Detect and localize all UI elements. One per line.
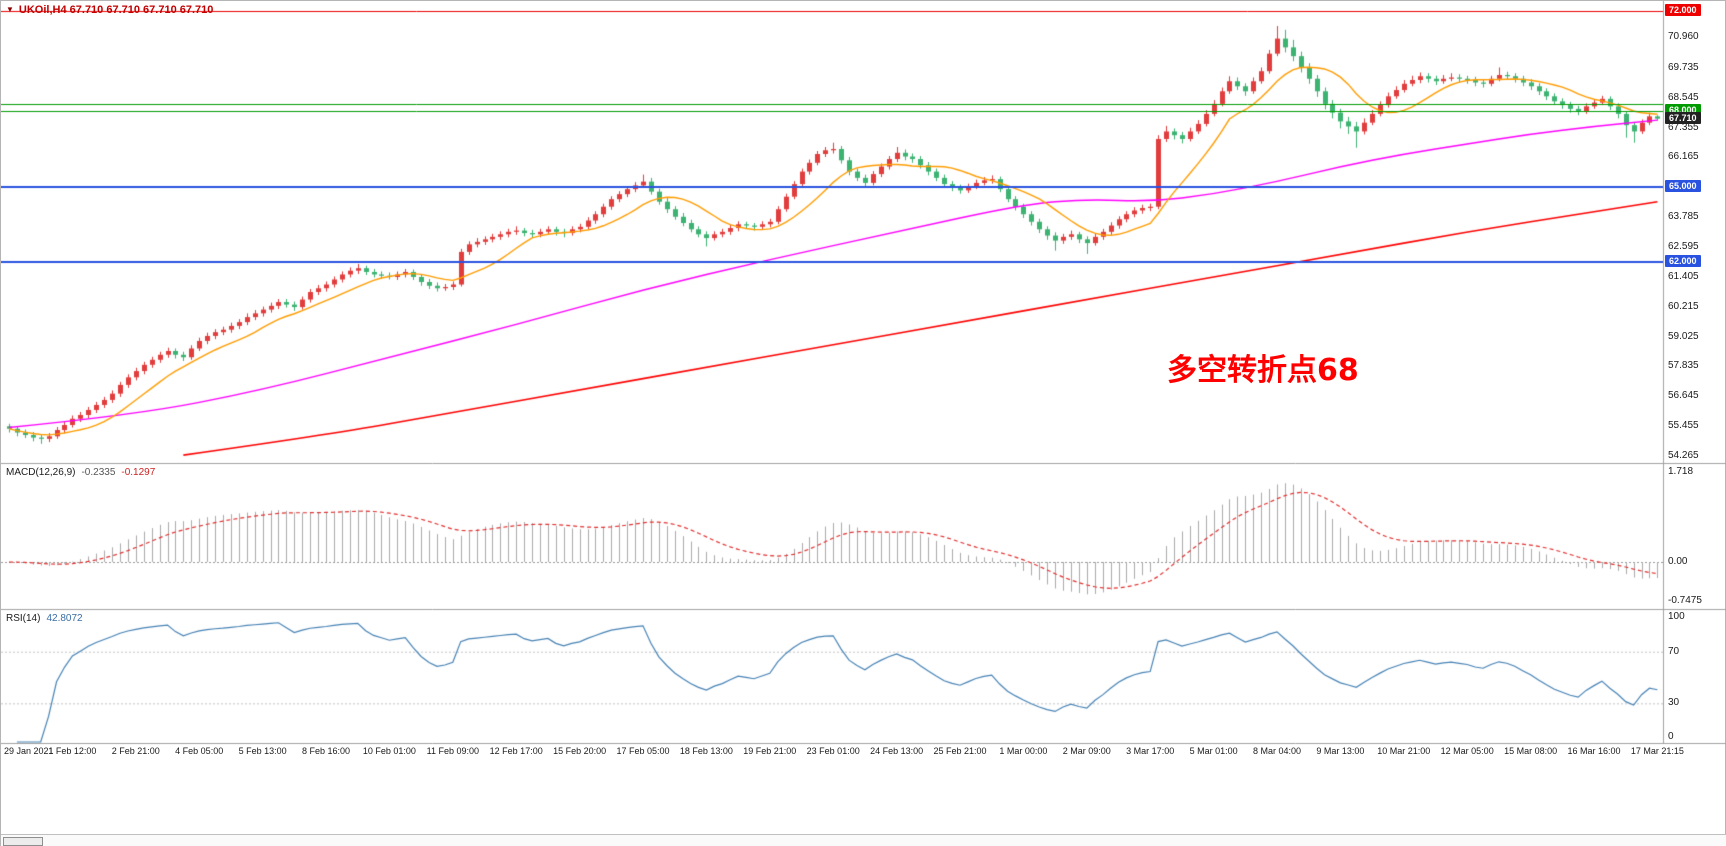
rsi-indicator-label: RSI(14) 42.8072 bbox=[6, 613, 83, 624]
rsi-title: RSI(14) bbox=[6, 613, 41, 624]
rsi-value: 42.8072 bbox=[46, 613, 83, 624]
macd-title: MACD(12,26,9) bbox=[6, 467, 76, 478]
macd-signal-value: -0.1297 bbox=[121, 467, 156, 478]
scrollbar-thumb[interactable] bbox=[3, 837, 43, 846]
symbol-ohlc-text: UKOil,H4 67.710 67.710 67.710 67.710 bbox=[18, 4, 214, 16]
symbol-marker-icon: ▼ bbox=[6, 5, 14, 14]
symbol-header: ▼ UKOil,H4 67.710 67.710 67.710 67.710 bbox=[6, 4, 213, 16]
macd-main-value: -0.2335 bbox=[81, 467, 116, 478]
macd-indicator-label: MACD(12,26,9) -0.2335 -0.1297 bbox=[6, 467, 155, 478]
horizontal-scrollbar[interactable] bbox=[1, 834, 1726, 846]
chart-annotation-text: 多空转折点68 bbox=[1167, 353, 1359, 388]
